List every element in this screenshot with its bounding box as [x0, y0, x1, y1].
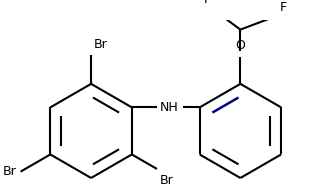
- Text: F: F: [280, 1, 287, 14]
- Text: Br: Br: [3, 165, 17, 178]
- Text: O: O: [235, 39, 245, 52]
- Text: NH: NH: [160, 101, 179, 114]
- Text: Br: Br: [94, 38, 107, 51]
- Text: Br: Br: [160, 174, 173, 187]
- Text: F: F: [204, 0, 211, 6]
